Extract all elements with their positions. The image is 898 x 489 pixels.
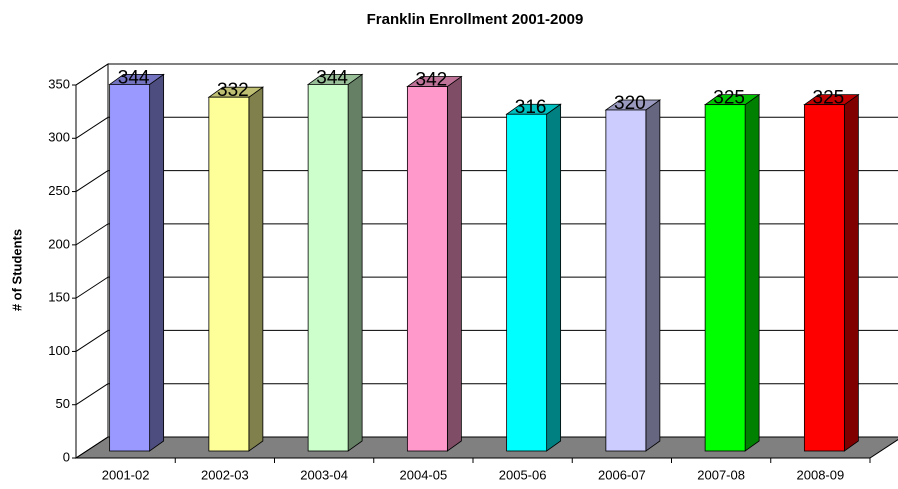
- y-tick-label: 250: [48, 183, 70, 198]
- grid-line: [75, 63, 109, 86]
- data-label: 325: [713, 88, 745, 109]
- x-tick-label: 2005-06: [499, 467, 547, 482]
- bar: [506, 113, 548, 452]
- data-label: 342: [416, 70, 448, 91]
- grid-line: [75, 276, 109, 299]
- x-tick-label: 2002-03: [201, 467, 249, 482]
- x-tick-label: 2008-09: [797, 467, 845, 482]
- x-tick-label: 2004-05: [400, 467, 448, 482]
- y-tick-label: 150: [48, 290, 70, 305]
- bar: [803, 104, 845, 452]
- bar-side: [446, 75, 462, 452]
- bar-side: [347, 73, 363, 452]
- grid-line: [75, 383, 109, 406]
- bar: [307, 83, 349, 452]
- grid-line: [75, 330, 109, 352]
- y-tick-label: 350: [48, 76, 70, 91]
- data-label: 316: [515, 97, 547, 118]
- x-tick-label: 2006-07: [598, 467, 646, 482]
- y-axis-label: # of Students: [9, 229, 24, 311]
- y-tick-label: 0: [63, 449, 70, 464]
- y-tick-label: 300: [48, 130, 70, 145]
- side-wall: [75, 63, 109, 459]
- bar-side: [744, 93, 760, 452]
- data-label: 332: [217, 80, 249, 101]
- bar: [406, 86, 448, 452]
- grid-line: [75, 223, 109, 246]
- bar-side: [843, 93, 859, 452]
- bar: [605, 109, 647, 452]
- y-tick-label: 50: [56, 396, 70, 411]
- bar-side: [248, 86, 264, 452]
- data-label: 325: [813, 88, 845, 109]
- grid-line: [75, 116, 109, 139]
- grid-line: [75, 170, 109, 192]
- y-tick-label: 200: [48, 236, 70, 251]
- chart-title: Franklin Enrollment 2001-2009: [367, 11, 584, 28]
- data-label: 344: [316, 67, 348, 88]
- bar-side: [645, 99, 661, 452]
- floor: [74, 436, 898, 459]
- bar-side: [546, 103, 562, 452]
- y-tick-label: 100: [48, 343, 70, 358]
- data-label: 344: [118, 67, 150, 88]
- bar: [208, 96, 250, 452]
- grid-line: [75, 436, 109, 459]
- bar: [109, 83, 151, 452]
- x-tick-label: 2001-02: [102, 467, 150, 482]
- data-label: 320: [614, 93, 646, 114]
- bar-side: [149, 73, 165, 452]
- bar: [704, 104, 746, 452]
- x-tick-label: 2003-04: [300, 467, 348, 482]
- x-tick-label: 2007-08: [697, 467, 745, 482]
